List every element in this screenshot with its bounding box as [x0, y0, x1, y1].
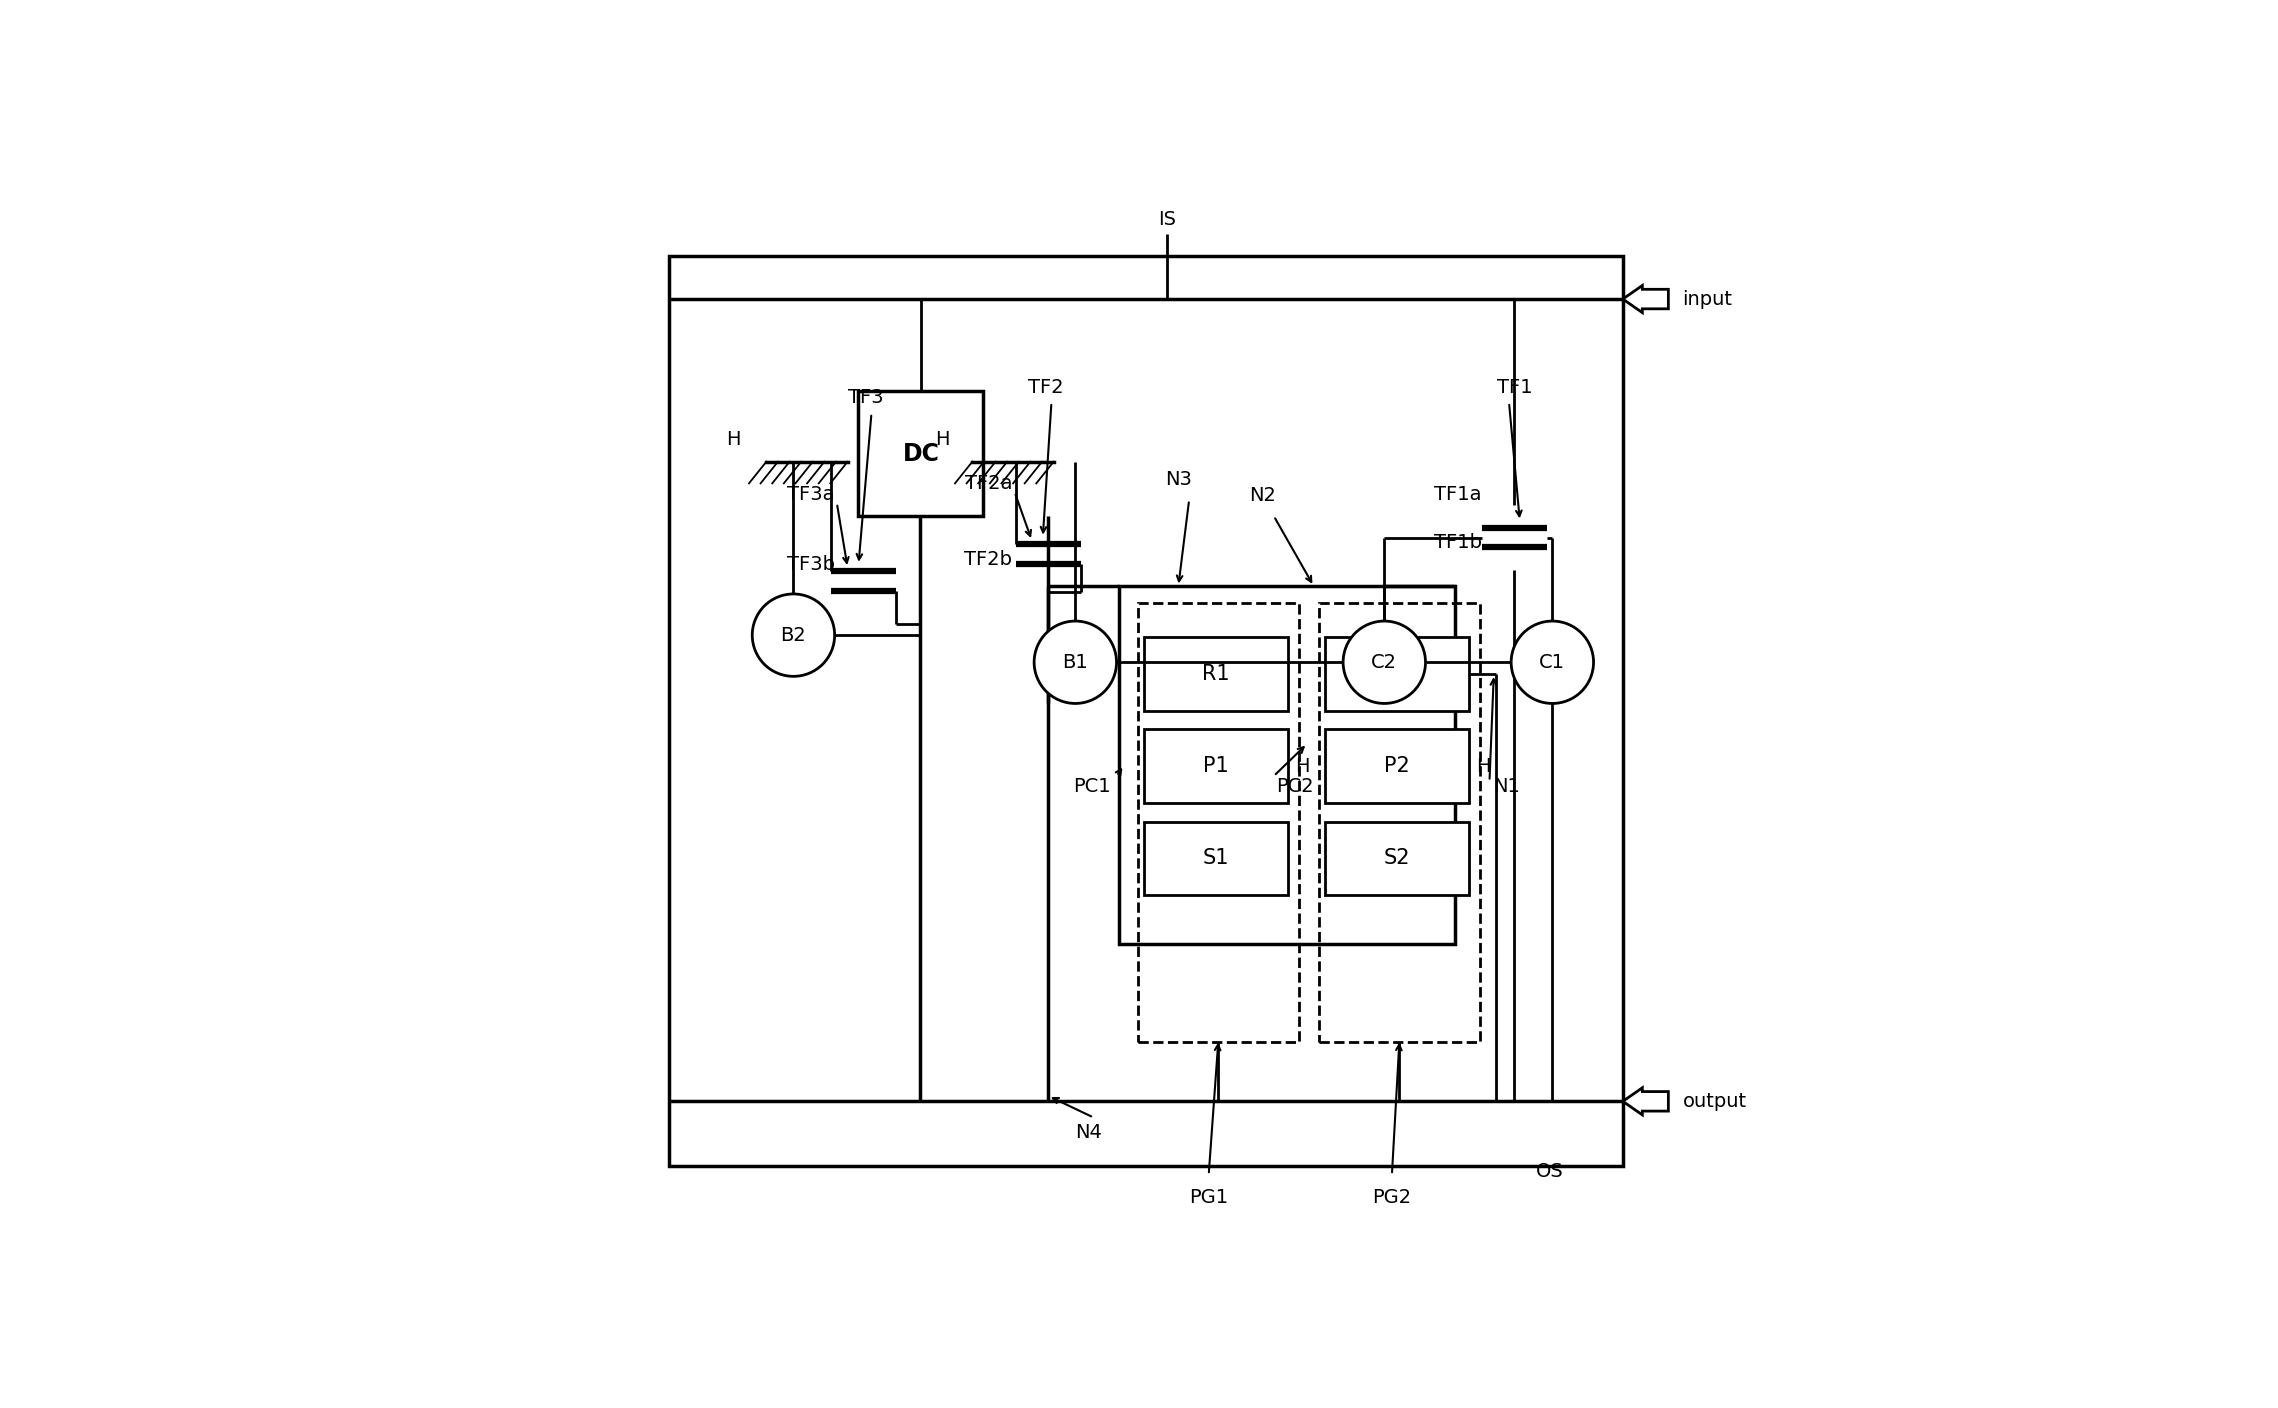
Text: N3: N3	[1164, 470, 1191, 489]
Text: P1: P1	[1203, 756, 1228, 776]
Text: PG1: PG1	[1189, 1188, 1228, 1207]
Text: P2: P2	[1385, 756, 1410, 776]
Text: DC: DC	[902, 442, 939, 466]
Text: IS: IS	[1160, 210, 1175, 228]
Text: PC2: PC2	[1276, 777, 1314, 797]
Text: TF3b: TF3b	[786, 555, 834, 574]
Circle shape	[1510, 621, 1595, 704]
Text: output: output	[1683, 1091, 1747, 1111]
Text: C1: C1	[1540, 653, 1565, 672]
Bar	[1118, 586, 1456, 945]
Text: S2: S2	[1383, 849, 1410, 869]
Bar	[859, 391, 984, 515]
Bar	[1326, 638, 1469, 711]
Text: H: H	[1476, 758, 1492, 776]
Bar	[1144, 822, 1287, 895]
FancyArrow shape	[1622, 1088, 1667, 1115]
Text: H: H	[1296, 758, 1310, 776]
Text: TF2: TF2	[1027, 377, 1064, 397]
Text: TF2b: TF2b	[964, 549, 1011, 569]
Text: TF1: TF1	[1497, 377, 1533, 397]
Text: TF1a: TF1a	[1435, 484, 1483, 504]
Circle shape	[1034, 621, 1116, 704]
Text: PC1: PC1	[1073, 777, 1112, 797]
Text: H: H	[934, 429, 950, 449]
FancyArrow shape	[1622, 286, 1667, 313]
Text: B2: B2	[781, 625, 806, 645]
Text: C2: C2	[1371, 653, 1396, 672]
Text: N4: N4	[1075, 1124, 1103, 1142]
Bar	[1139, 603, 1298, 1042]
Text: S1: S1	[1203, 849, 1228, 869]
Bar	[1326, 822, 1469, 895]
Text: TF3a: TF3a	[788, 484, 834, 504]
Bar	[670, 256, 1622, 1166]
Circle shape	[1344, 621, 1426, 704]
Circle shape	[752, 594, 834, 676]
Bar	[1326, 729, 1469, 803]
Bar	[1144, 638, 1287, 711]
Bar	[1144, 729, 1287, 803]
Text: TF2a: TF2a	[966, 474, 1011, 493]
Text: R1: R1	[1203, 665, 1230, 684]
Text: input: input	[1683, 290, 1734, 308]
Text: B1: B1	[1062, 653, 1089, 672]
Text: TF3: TF3	[847, 389, 884, 407]
Text: N2: N2	[1248, 486, 1276, 505]
Text: H: H	[727, 429, 740, 449]
Text: TF1b: TF1b	[1433, 534, 1483, 552]
Text: N1: N1	[1492, 777, 1519, 797]
Bar	[1319, 603, 1481, 1042]
Text: OS: OS	[1535, 1163, 1563, 1181]
Text: PG2: PG2	[1371, 1188, 1412, 1207]
Text: R2: R2	[1383, 665, 1410, 684]
